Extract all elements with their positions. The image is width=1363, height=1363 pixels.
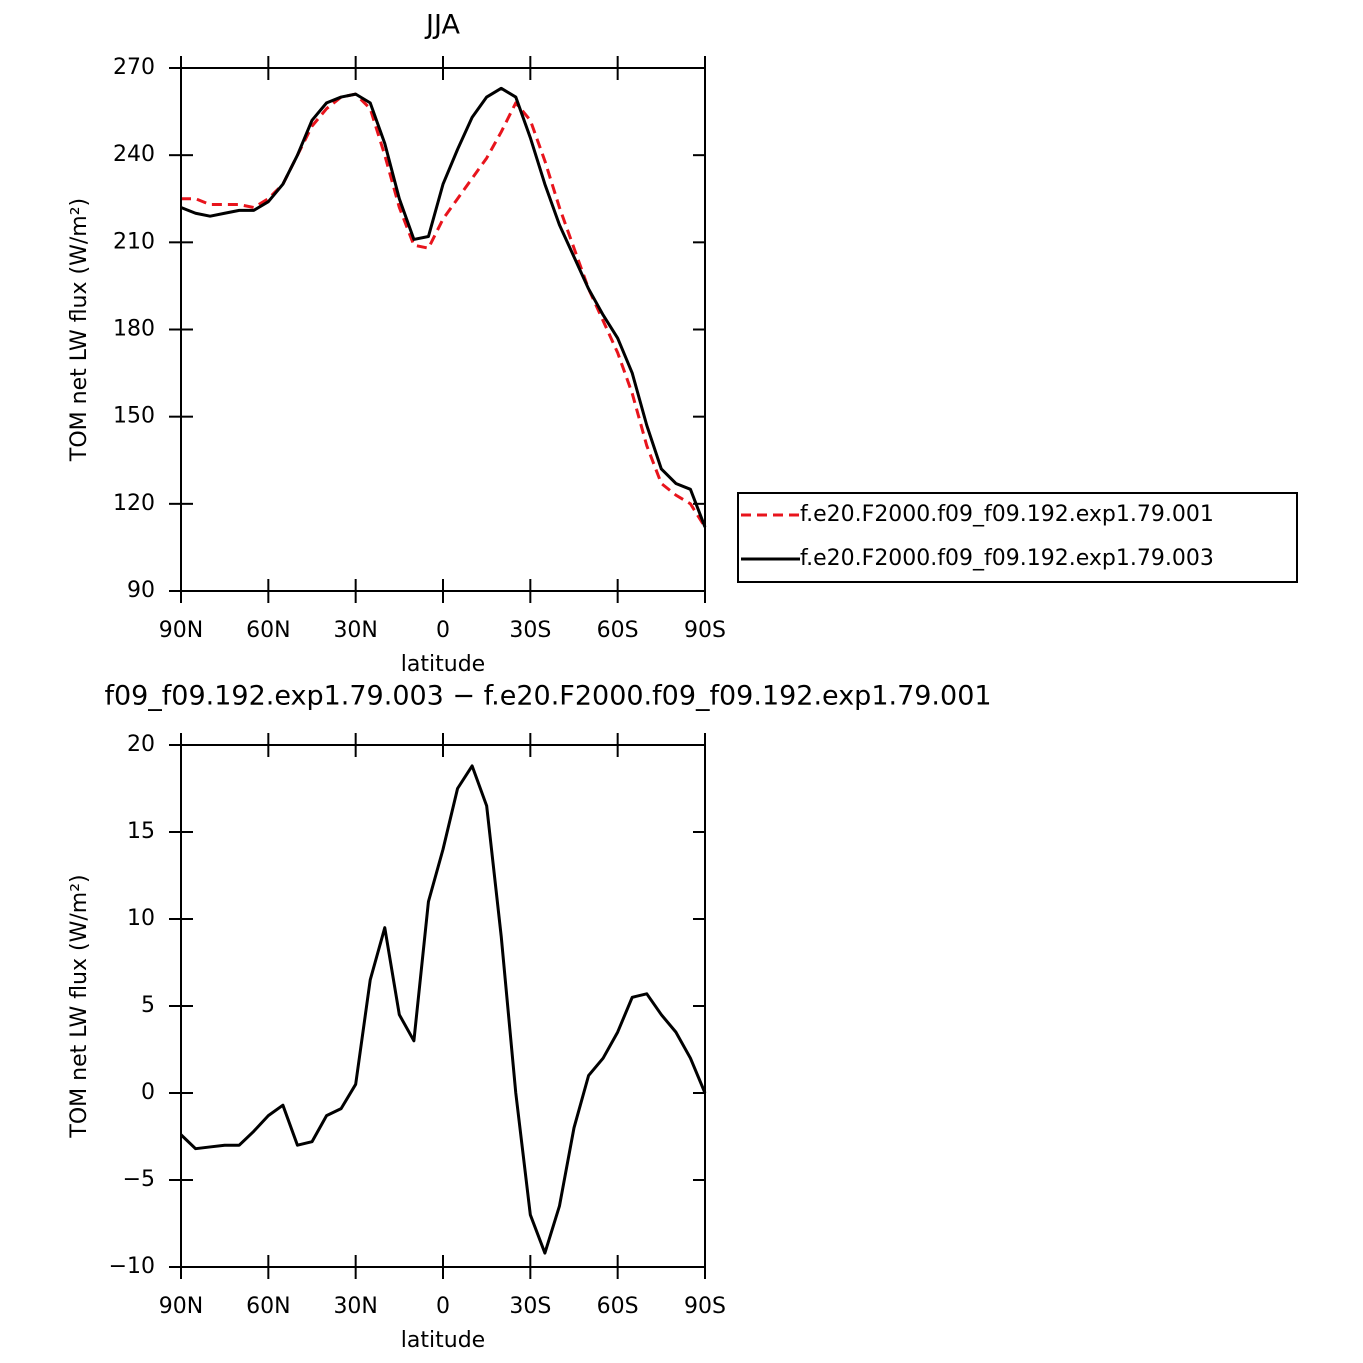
x-axis-label: latitude [401,652,485,677]
y-tick-label: 270 [113,55,155,80]
y-tick-label: 0 [141,1080,155,1105]
legend-box [737,492,1298,583]
y-tick-label: −10 [109,1254,155,1279]
x-tick-label: 30N [333,1294,377,1319]
x-axis-label: latitude [401,1328,485,1353]
y-tick-label: 90 [127,578,155,603]
legend-label: f.e20.F2000.f09_f09.192.exp1.79.001 [800,502,1214,527]
panel: JJA latitude TOM net LW flux (W/m²) 90 120 15… [67,10,1298,677]
y-tick-label: 150 [113,404,155,429]
y-tick-label: 10 [127,906,155,931]
y-axis-label: TOM net LW flux (W/m²) [67,198,92,462]
y-tick-label: 15 [127,819,155,844]
x-tick-label: 60S [597,618,639,643]
y-tick-label: 210 [113,229,155,254]
x-tick-label: 60S [597,1294,639,1319]
x-tick-label: 60N [246,1294,290,1319]
legend-label: f.e20.F2000.f09_f09.192.exp1.79.003 [800,546,1214,571]
y-tick-label: 20 [127,732,155,757]
y-tick-label: 120 [113,491,155,516]
y-tick-label: 180 [113,317,155,342]
y-tick-label: −5 [123,1167,155,1192]
x-tick-label: 60N [246,618,290,643]
y-axis-label: TOM net LW flux (W/m²) [67,874,92,1138]
y-tick-label: 240 [113,142,155,167]
x-tick-label: 90S [684,1294,726,1319]
x-tick-label: 0 [436,618,450,643]
data-line [179,764,707,1255]
x-tick-label: 30S [509,618,551,643]
data-line [180,86,707,528]
x-tick-label: 90N [159,1294,203,1319]
chart-title: f09_f09.192.exp1.79.003 − f.e20.F2000.f0… [104,681,991,712]
plot-frame [180,744,706,1268]
panel: f09_f09.192.exp1.79.003 − f.e20.F2000.f0… [67,681,992,1354]
x-tick-label: 0 [436,1294,450,1319]
x-tick-label: 90N [159,618,203,643]
x-tick-label: 30S [509,1294,551,1319]
x-tick-label: 30N [333,618,377,643]
y-tick-label: 5 [141,993,155,1018]
data-line [181,92,707,528]
plot-frame [180,67,706,592]
x-tick-label: 90S [684,618,726,643]
chart-title: JJA [424,10,460,41]
